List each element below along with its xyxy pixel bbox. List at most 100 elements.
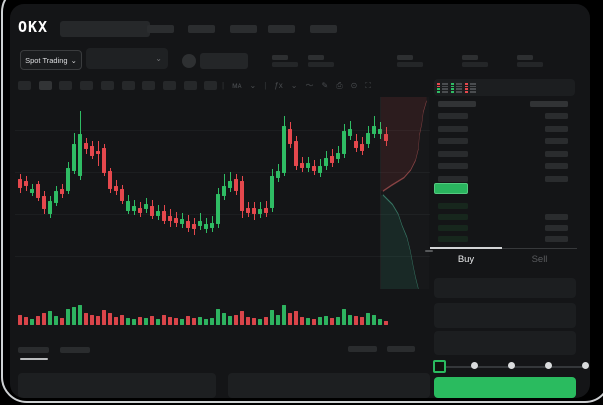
line-tool-icon[interactable]: 〜 xyxy=(305,81,314,90)
timeframe-button[interactable] xyxy=(80,81,94,90)
bottom-panel-right[interactable] xyxy=(228,373,430,398)
ma-indicator-icon[interactable]: ᴍᴀ xyxy=(232,81,242,90)
volume-bar xyxy=(288,313,292,325)
timeframe-button[interactable] xyxy=(183,81,197,90)
stat-value-skeleton xyxy=(397,62,423,67)
timeframe-button[interactable] xyxy=(204,81,218,90)
buy-submit-button[interactable] xyxy=(434,377,576,398)
candle-body xyxy=(306,163,310,168)
bid-row-price[interactable] xyxy=(438,203,468,209)
timeframe-button[interactable] xyxy=(162,81,176,90)
candlestick-chart[interactable] xyxy=(15,96,430,290)
volume-bar xyxy=(378,319,382,325)
icon-row xyxy=(470,85,476,88)
bid-row-amount xyxy=(545,225,568,231)
ask-row-price[interactable] xyxy=(438,138,468,144)
bid-row-price[interactable] xyxy=(438,236,468,242)
volume-bar xyxy=(204,319,208,325)
timeframe-button[interactable] xyxy=(59,81,73,90)
slider-stop[interactable] xyxy=(545,362,552,369)
slider-handle[interactable] xyxy=(433,360,446,373)
candle-body xyxy=(66,168,70,191)
icon-row xyxy=(437,90,440,93)
nav-item-skeleton[interactable] xyxy=(310,25,337,33)
bid-row-price[interactable] xyxy=(438,225,468,231)
timeframe-button[interactable] xyxy=(142,81,156,90)
volume-bar xyxy=(114,317,118,325)
icon-row xyxy=(456,88,462,90)
volume-bar xyxy=(246,317,250,325)
bottom-panel-left[interactable] xyxy=(18,373,216,398)
fullscreen-icon[interactable]: ⛶ xyxy=(365,80,371,90)
chart-footer-bar[interactable] xyxy=(348,346,377,352)
icon-row xyxy=(442,83,448,85)
book-asks-icon[interactable] xyxy=(465,83,476,93)
camera-icon[interactable]: ⎙ xyxy=(336,80,343,90)
nav-item-skeleton[interactable] xyxy=(147,25,174,33)
candle-body xyxy=(144,204,148,209)
okx-logo: OKX xyxy=(18,18,49,36)
tab-sell[interactable]: Sell xyxy=(502,251,577,267)
chart-footer-bar[interactable] xyxy=(387,346,415,352)
candle-body xyxy=(342,131,346,154)
orderbook-last-price-bar[interactable] xyxy=(434,183,468,194)
book-bids-icon[interactable] xyxy=(451,83,462,93)
slider-stop[interactable] xyxy=(471,362,478,369)
volume-bar xyxy=(330,318,334,325)
volume-bar xyxy=(66,309,70,325)
pair-dropdown[interactable]: ⌄ xyxy=(86,48,168,69)
stat-value-skeleton xyxy=(308,62,334,67)
nav-item-skeleton[interactable] xyxy=(230,25,257,33)
candle-body xyxy=(264,208,268,213)
candle-body xyxy=(354,141,358,148)
volume-bar xyxy=(270,310,274,325)
draw-tool-icon[interactable]: ✎ xyxy=(321,81,329,90)
timeframe-button[interactable] xyxy=(38,81,52,90)
candle-body xyxy=(246,208,250,213)
ask-row-price[interactable] xyxy=(438,163,468,169)
market-type-dropdown[interactable]: Spot Trading ⌄ xyxy=(20,50,82,70)
volume-bar xyxy=(234,315,238,325)
bid-row-price[interactable] xyxy=(438,214,468,220)
ask-row-amount xyxy=(545,150,568,157)
tab-separator xyxy=(502,248,577,249)
nav-item-skeleton[interactable] xyxy=(268,25,295,33)
volume-bar xyxy=(120,315,124,325)
candle-body xyxy=(42,196,46,209)
nav-item-skeleton[interactable] xyxy=(188,25,215,33)
candle-body xyxy=(120,189,124,201)
volume-bar xyxy=(168,317,172,325)
ask-row-price[interactable] xyxy=(438,125,468,132)
book-combined-icon[interactable] xyxy=(437,83,448,93)
timeframe-button[interactable] xyxy=(100,81,114,90)
volume-bar xyxy=(18,315,22,325)
volume-bar xyxy=(162,315,166,325)
timeframe-button[interactable] xyxy=(18,81,31,90)
ask-row-price[interactable] xyxy=(438,113,468,119)
stat-label-skeleton xyxy=(517,55,533,60)
chevron-down-icon[interactable]: ⌄ xyxy=(249,81,257,90)
orderbook-header-left xyxy=(438,101,476,107)
candle-body xyxy=(186,221,190,228)
amount-input[interactable] xyxy=(434,303,576,328)
price-input[interactable] xyxy=(434,278,576,298)
ask-row-price[interactable] xyxy=(438,150,468,157)
volume-bar xyxy=(348,315,352,325)
stat-value-skeleton xyxy=(462,62,488,67)
chart-footer-bar[interactable] xyxy=(18,347,49,353)
timeframe-button[interactable] xyxy=(121,81,135,90)
slider-stop[interactable] xyxy=(582,362,589,369)
search-input[interactable] xyxy=(60,21,150,37)
chevron-down-icon[interactable]: ⌄ xyxy=(290,81,298,90)
tab-buy[interactable]: Buy xyxy=(430,251,502,267)
function-icon[interactable]: ƒx xyxy=(274,81,283,90)
total-input[interactable] xyxy=(434,331,576,355)
ask-row-price[interactable] xyxy=(438,175,468,182)
buy-tab-indicator xyxy=(430,247,502,249)
settings-icon[interactable]: ⊙ xyxy=(350,81,358,90)
icon-row xyxy=(470,90,476,93)
slider-stop[interactable] xyxy=(508,362,515,369)
icon-row xyxy=(465,90,468,93)
chart-footer-bar[interactable] xyxy=(60,347,90,353)
ask-row-amount xyxy=(545,163,568,169)
